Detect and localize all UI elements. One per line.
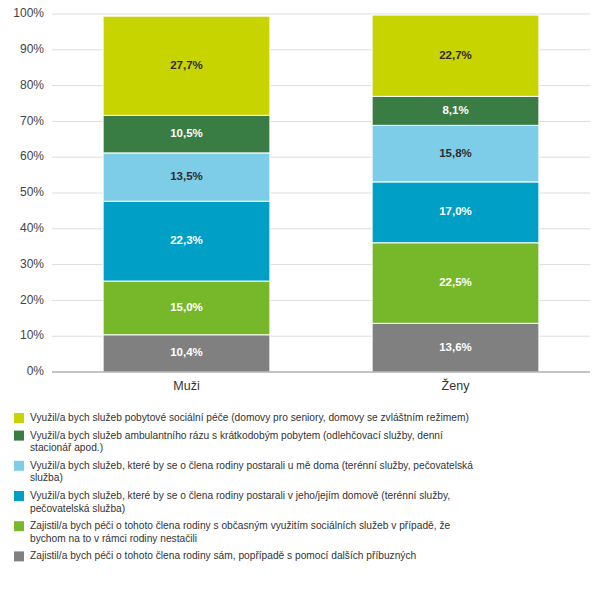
x-tick-label: Ženy bbox=[442, 378, 471, 393]
legend: Využil/a bych služeb pobytové sociální p… bbox=[14, 412, 473, 561]
bar-segment bbox=[372, 96, 539, 125]
x-axis-line bbox=[52, 372, 590, 373]
legend-label-line: Využil/a bych služeb pobytové sociální p… bbox=[30, 412, 469, 423]
legend-label: Využil/a bych služeb, které by se o člen… bbox=[30, 490, 450, 514]
data-label: 17,0% bbox=[439, 205, 472, 217]
y-tick-label: 100% bbox=[13, 6, 44, 20]
legend-swatch bbox=[14, 521, 24, 531]
bar-segment bbox=[372, 243, 539, 324]
bar-segment bbox=[103, 153, 270, 201]
data-label: 27,7% bbox=[170, 59, 203, 71]
legend-label: Využil/a bych služeb ambulantního rázu s… bbox=[30, 430, 443, 454]
legend-label-line: Využil/a bych služeb, které by se o člen… bbox=[30, 460, 473, 471]
legend-swatch bbox=[14, 551, 24, 561]
bar-segment bbox=[103, 16, 270, 115]
bar-segment bbox=[103, 281, 270, 335]
legend-label: Zajistil/a bych péči o tohoto člena rodi… bbox=[30, 551, 416, 562]
y-tick-label: 30% bbox=[20, 257, 44, 271]
y-tick-label: 70% bbox=[20, 114, 44, 128]
data-label: 22,5% bbox=[439, 276, 472, 288]
x-axis: Muži Ženy bbox=[52, 372, 590, 393]
legend-label-line: Využil/a bych služeb ambulantního rázu s… bbox=[30, 430, 443, 441]
data-labels: 10,4% 13,6% 15,0% 22,5% 22,3% 17,0% 13,5% 15,8%… bbox=[170, 49, 472, 359]
y-tick-label: 50% bbox=[20, 185, 44, 199]
data-label: 22,3% bbox=[170, 234, 203, 246]
data-label: 13,6% bbox=[439, 341, 472, 353]
y-tick-label: 0% bbox=[27, 364, 45, 378]
y-tick-label: 60% bbox=[20, 149, 44, 163]
bar-segment bbox=[372, 15, 539, 96]
data-label: 15,0% bbox=[170, 301, 203, 313]
bar-segment bbox=[372, 323, 539, 372]
chart: 0% 10% 20% 30% 40% 50% 60% 70% 80% 90% 100% 10,4% 13… bbox=[0, 0, 610, 597]
legend-swatch bbox=[14, 491, 24, 501]
bar-segment bbox=[372, 182, 539, 243]
data-label: 8,1% bbox=[442, 104, 468, 116]
x-tick-label: Muži bbox=[173, 379, 199, 393]
grid-line bbox=[52, 372, 590, 373]
legend-label-line: Zajistil/a bych péči o tohoto člena rodi… bbox=[30, 520, 450, 531]
y-tick-label: 20% bbox=[20, 293, 44, 307]
legend-label-line: Zajistil/a bych péči o tohoto člena rodi… bbox=[30, 551, 416, 562]
legend-label: Využil/a bych služeb, které by se o člen… bbox=[30, 460, 473, 484]
y-tick-label: 80% bbox=[20, 78, 44, 92]
legend-swatch bbox=[14, 413, 24, 423]
y-tick-label: 10% bbox=[20, 328, 44, 342]
data-label: 15,8% bbox=[439, 147, 472, 159]
y-tick-label: 40% bbox=[20, 221, 44, 235]
y-tick-label: 90% bbox=[20, 42, 44, 56]
bar-segment bbox=[372, 125, 539, 182]
legend-label: Využil/a bych služeb pobytové sociální p… bbox=[30, 412, 469, 423]
data-label: 10,4% bbox=[170, 346, 203, 358]
legend-label-line: pečovatelská služba) bbox=[30, 503, 125, 514]
legend-swatch bbox=[14, 461, 24, 471]
data-label: 13,5% bbox=[170, 170, 203, 182]
legend-label: Zajistil/a bych péči o tohoto člena rodi… bbox=[30, 520, 450, 544]
legend-label-line: Využil/a bych služeb, které by se o člen… bbox=[30, 490, 450, 501]
legend-label-line: služba) bbox=[30, 473, 63, 484]
grid-line bbox=[52, 14, 590, 15]
legend-label-line: stacionář apod.) bbox=[30, 442, 103, 453]
legend-label-line: bychom na to v rámci rodiny nestačili bbox=[30, 533, 197, 544]
legend-swatch bbox=[14, 431, 24, 441]
bars bbox=[103, 15, 539, 372]
bar-segment bbox=[103, 335, 270, 372]
bar-segment bbox=[103, 201, 270, 281]
grid bbox=[52, 14, 590, 372]
data-label: 10,5% bbox=[170, 127, 203, 139]
y-axis: 0% 10% 20% 30% 40% 50% 60% 70% 80% 90% 100% bbox=[13, 6, 44, 378]
data-label: 22,7% bbox=[439, 49, 472, 61]
bar-segment bbox=[103, 115, 270, 153]
